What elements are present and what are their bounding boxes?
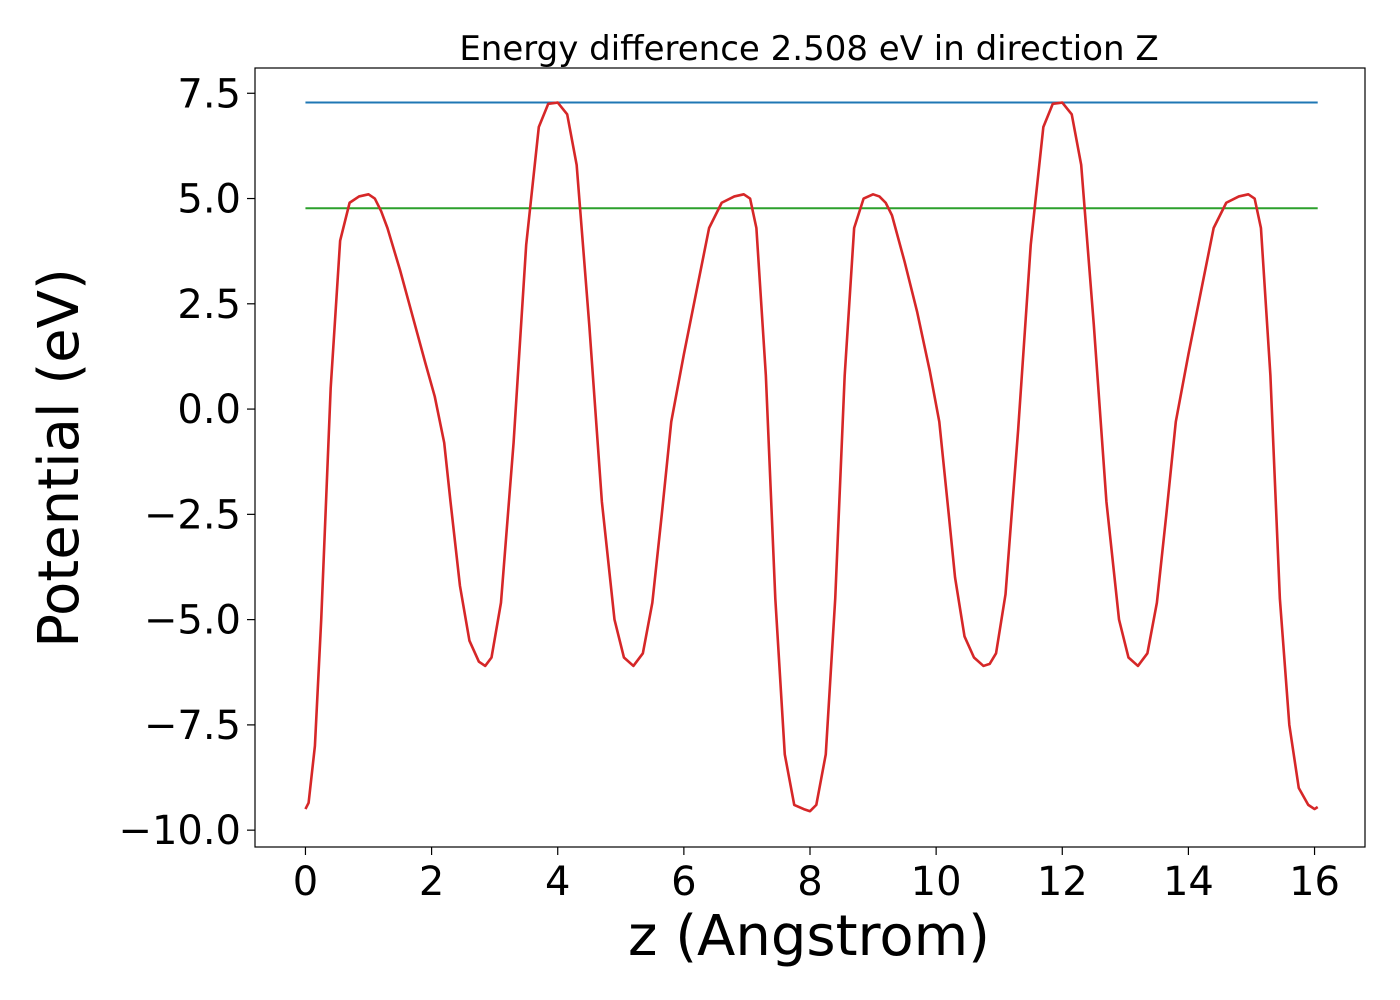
y-tick-label: 0.0: [177, 387, 241, 433]
x-tick-label: 16: [1289, 859, 1340, 905]
x-tick-label: 12: [1037, 859, 1088, 905]
x-tick-label: 4: [545, 859, 570, 905]
plot-area: 0 2 4 6 8 10 12 14 16 −10.0 −7.5 −5.0 −2.5 0.0 2.5 5.0…: [118, 67, 1366, 905]
x-tick-label: 8: [797, 859, 822, 905]
y-tick-label: 5.0: [177, 177, 241, 223]
y-tick-label: −10.0: [118, 808, 241, 854]
series-line-0: [304, 101, 1319, 813]
x-axis-label: z (Angstrom): [628, 904, 990, 969]
y-axis-ticks: −10.0 −7.5 −5.0 −2.5 0.0 2.5 5.0 7.5: [118, 71, 255, 854]
x-tick-label: 6: [671, 859, 696, 905]
y-tick-label: 2.5: [177, 282, 241, 328]
y-tick-label: −2.5: [144, 492, 241, 538]
series-layer: [304, 101, 1319, 813]
chart-title: Energy difference 2.508 eV in direction …: [459, 29, 1158, 69]
x-tick-label: 10: [911, 859, 962, 905]
y-tick-label: 7.5: [177, 71, 241, 117]
plot-frame: [254, 67, 1366, 848]
x-axis-ticks: 0 2 4 6 8 10 12 14 16: [293, 847, 1340, 905]
y-tick-label: −7.5: [144, 703, 241, 749]
x-tick-label: 14: [1163, 859, 1214, 905]
x-tick-label: 2: [419, 859, 444, 905]
y-tick-label: −5.0: [144, 598, 241, 644]
y-axis-label: Potential (eV): [27, 268, 92, 648]
x-tick-label: 0: [293, 859, 318, 905]
